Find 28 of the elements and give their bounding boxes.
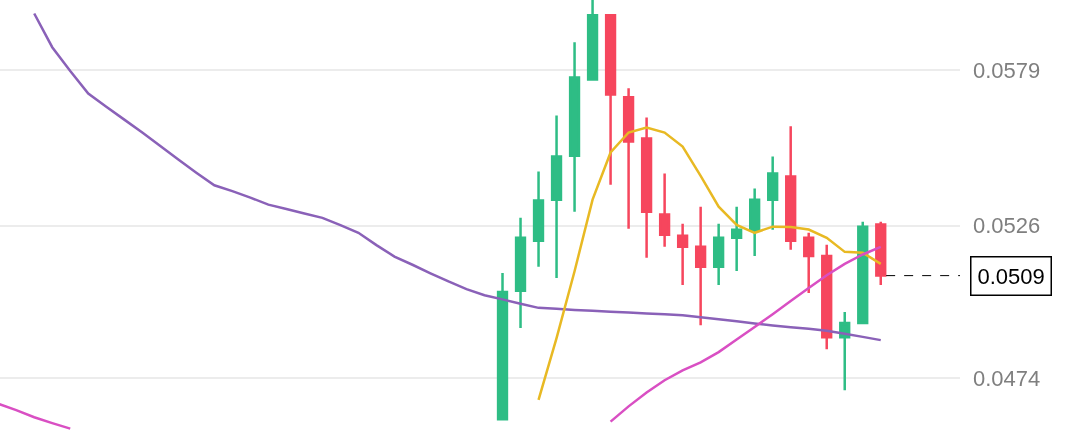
candlestick xyxy=(712,222,725,287)
y-tick-label: 0.0579 xyxy=(973,58,1041,84)
y-tick-label: 0.0526 xyxy=(973,213,1041,239)
candlestick xyxy=(586,0,599,81)
candlestick xyxy=(676,222,689,287)
candlestick xyxy=(749,187,761,258)
candlestick xyxy=(821,243,833,351)
line-series xyxy=(32,12,882,342)
candlestick xyxy=(767,155,779,232)
candlestick xyxy=(568,40,581,213)
candlestick xyxy=(550,114,563,280)
candlestick xyxy=(803,231,815,295)
candlestick xyxy=(514,216,527,330)
candlestick xyxy=(640,116,653,259)
candlestick xyxy=(532,170,545,269)
candlestick xyxy=(604,14,617,186)
candlestick xyxy=(731,205,743,273)
candlestick xyxy=(496,271,509,421)
line-series xyxy=(537,126,882,402)
candlestick xyxy=(857,220,869,325)
candlestick xyxy=(785,125,797,252)
candlestick xyxy=(694,205,707,327)
candlestick xyxy=(839,310,851,392)
y-tick-label: 0.0474 xyxy=(973,365,1041,391)
candlestick xyxy=(622,87,635,230)
candlestick xyxy=(875,220,887,287)
ref-line-label: 0.0509 xyxy=(977,263,1045,289)
candlestick xyxy=(658,172,671,249)
